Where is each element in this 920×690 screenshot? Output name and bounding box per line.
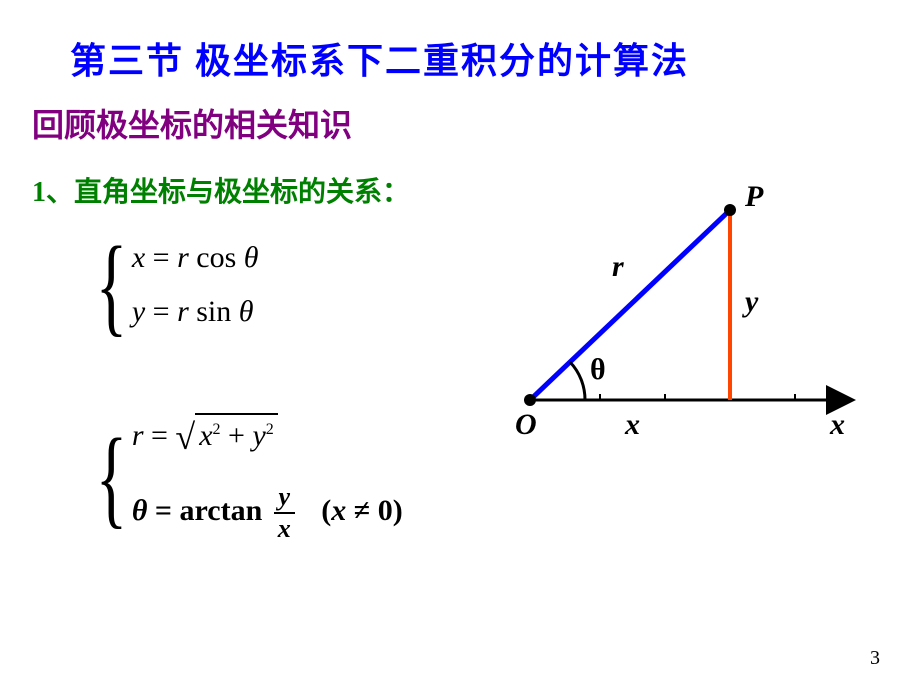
section-heading: 1、直角坐标与极坐标的关系： (32, 170, 410, 210)
equation-group-1: { x = r cos θ y = r sin θ (85, 225, 259, 345)
brace-icon: { (96, 422, 128, 532)
polar-diagram: P r y θ O x x (490, 180, 890, 460)
page-title: 第三节 极坐标系下二重积分的计算法 (70, 32, 689, 84)
eq-r-sqrt: r = √ x2 + y2 (132, 412, 403, 462)
eq-theta-arctan: θ = arctan y x (x ≠ 0) (132, 484, 403, 542)
eq-y-rsin: y = r sin θ (132, 291, 259, 333)
label-x-axis: x (830, 408, 845, 442)
label-r: r (612, 250, 624, 284)
page-number: 3 (870, 647, 880, 670)
brace-icon: { (96, 230, 128, 340)
subtitle: 回顾极坐标的相关知识 (32, 100, 352, 146)
label-y: y (745, 285, 758, 319)
origin-point (524, 394, 536, 406)
label-theta: θ (590, 353, 606, 387)
label-P: P (745, 180, 763, 214)
r-line (530, 210, 730, 400)
eq-x-rcos: x = r cos θ (132, 237, 259, 279)
theta-arc (570, 362, 585, 400)
label-O: O (515, 408, 537, 442)
p-point (724, 204, 736, 216)
label-x-inner: x (625, 408, 640, 442)
equation-group-2: { r = √ x2 + y2 θ = arctan y x (x ≠ 0) (85, 400, 403, 554)
